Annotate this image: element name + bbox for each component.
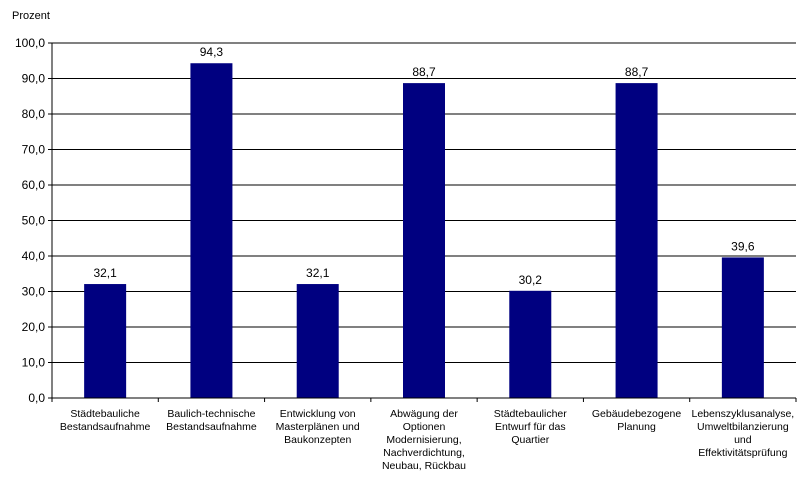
x-category-label-line: Abwägung der: [390, 408, 458, 420]
x-category-label: Baulich-technische Bestandsaufnahme: [166, 408, 257, 433]
x-category-label: Entwicklung von Masterplänen und Baukonzep…: [276, 408, 360, 446]
x-category-label: Städtebauliche Bestandsaufnahme: [60, 408, 151, 433]
data-label: 39,6: [731, 239, 755, 253]
x-category-label-line: Entwicklung von: [280, 408, 356, 420]
x-category-label: Gebäudebezogene Planung: [592, 408, 681, 433]
data-label: 30,2: [519, 273, 543, 287]
x-category-label-line: Planung: [617, 421, 656, 433]
y-tick-label: 70,0: [22, 143, 46, 157]
data-label: 32,1: [306, 266, 330, 280]
y-tick-label: 40,0: [22, 249, 46, 263]
y-tick-label: 0,0: [28, 391, 45, 405]
bar: [84, 284, 127, 398]
x-category-label-line: Baukonzepten: [284, 434, 351, 446]
x-category-label-line: Quartier: [511, 434, 549, 446]
y-tick-label: 90,0: [22, 72, 46, 86]
x-category-label-line: Bestandsaufnahme: [60, 421, 151, 433]
y-tick-label: 10,0: [22, 356, 46, 370]
x-category-label-line: Modernisierung,: [386, 434, 461, 446]
x-category-label-line: Städtebaulicher: [494, 408, 567, 420]
data-label: 32,1: [93, 266, 117, 280]
x-category-label-line: Entwurf für das: [495, 421, 566, 433]
y-tick-label: 100,0: [15, 36, 45, 50]
y-tick-label: 80,0: [22, 107, 46, 121]
bar: [721, 257, 764, 398]
y-axis-ticks: 0,0 10,0 20,0 30,0 40,0 50,0 60,0 70,0 80,0 90,0 1…: [15, 36, 52, 405]
x-category-label-line: Gebäudebezogene: [592, 408, 681, 420]
y-tick-label: 60,0: [22, 178, 46, 192]
x-category-label-line: Effektivitätsprüfung: [698, 447, 787, 459]
x-category-label-line: Lebenszyklusanalyse,: [691, 408, 794, 420]
y-tick-label: 20,0: [22, 320, 46, 334]
x-category-label-line: Neubau, Rückbau: [382, 460, 466, 472]
bar: [403, 83, 445, 399]
data-label: 88,7: [412, 65, 436, 79]
x-category-label-line: und: [734, 434, 752, 446]
data-label: 88,7: [625, 65, 649, 79]
y-tick-label: 50,0: [22, 214, 46, 228]
x-category-label-line: Nachverdichtung,: [383, 447, 465, 459]
x-category-label: Lebenszyklusanalyse, Umweltbilanzierung un…: [691, 408, 794, 459]
data-label: 94,3: [200, 45, 224, 59]
x-axis-labels: Städtebauliche BestandsaufnahmeBaulich-te…: [60, 408, 794, 472]
bars: [84, 63, 764, 399]
axes: [51, 43, 797, 402]
x-category-label-line: Optionen: [403, 421, 446, 433]
bar: [509, 290, 552, 398]
x-category-label-line: Bestandsaufnahme: [166, 421, 257, 433]
data-labels: 32,1 94,3 32,1 88,7 30,2 88,7 39,6: [93, 45, 754, 287]
bar: [296, 284, 339, 398]
x-category-label: Abwägung der Optionen Modernisierung, Nachv…: [382, 408, 466, 472]
x-category-label-line: Umweltbilanzierung: [697, 421, 789, 433]
bar: [615, 83, 658, 399]
x-category-label-line: Baulich-technische: [167, 408, 255, 420]
x-category-label-line: Städtebauliche: [70, 408, 140, 420]
bar: [190, 63, 233, 399]
x-category-label-line: Masterplänen und: [276, 421, 360, 433]
y-axis-label: Prozent: [12, 10, 50, 22]
y-tick-label: 30,0: [22, 285, 46, 299]
x-category-label: Städtebaulicher Entwurf für das Quartier: [494, 408, 567, 446]
